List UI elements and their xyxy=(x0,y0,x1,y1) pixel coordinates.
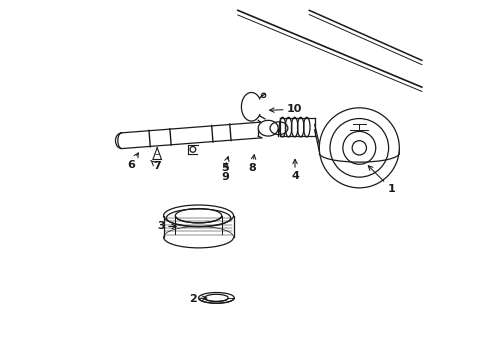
Text: 3: 3 xyxy=(157,221,176,231)
Text: 10: 10 xyxy=(270,104,302,114)
Text: 2: 2 xyxy=(189,294,207,303)
Text: 1: 1 xyxy=(368,166,395,194)
Text: 7: 7 xyxy=(151,161,161,171)
Text: 8: 8 xyxy=(248,155,256,173)
Text: 5: 5 xyxy=(221,157,229,173)
Text: 6: 6 xyxy=(127,153,138,170)
Text: 9: 9 xyxy=(222,163,230,182)
Text: 4: 4 xyxy=(291,159,299,181)
